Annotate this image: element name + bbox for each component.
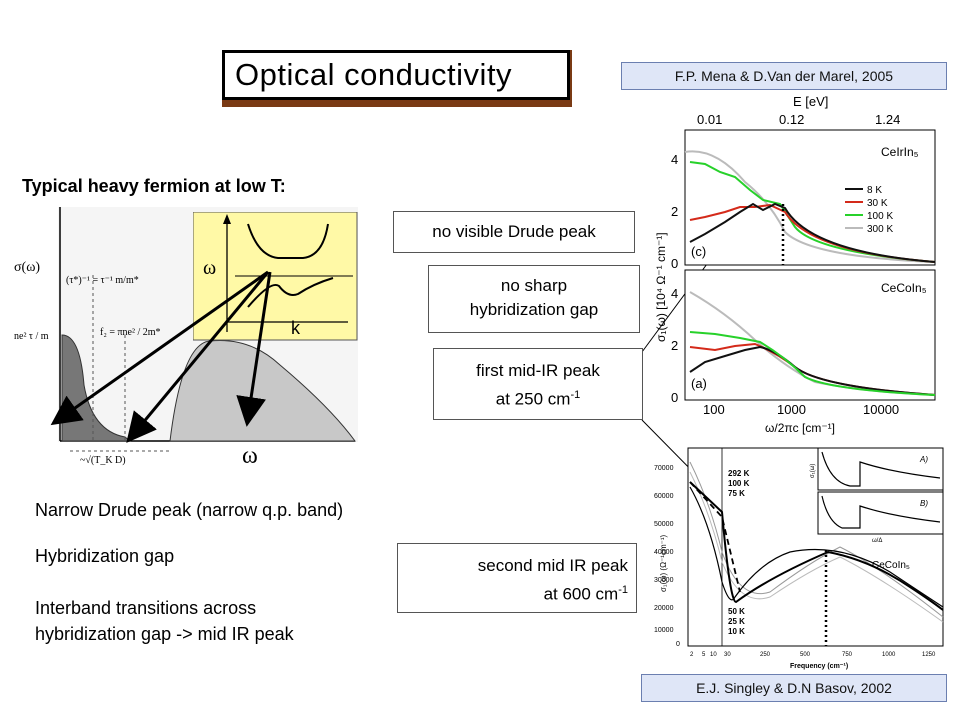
y-tick-l0: 4: [671, 286, 678, 301]
x-tick-1000: 1000: [777, 402, 806, 417]
callout-first-sup: -1: [570, 389, 581, 401]
bx-30: 30: [724, 652, 731, 658]
legend-300k: 300 K: [867, 224, 893, 235]
callout-no-gap: no sharp hybridization gap: [428, 265, 640, 333]
callout-no-gap-line2: hybridization gap: [469, 300, 599, 319]
temp-25k: 25 K: [728, 617, 745, 626]
bottom-x-label: Frequency (cm⁻¹): [790, 663, 848, 670]
y-tick-60000: 60000: [654, 493, 674, 500]
y-tick-u1: 2: [671, 204, 678, 219]
omega-axis-label: ω: [242, 443, 258, 469]
top-tick-2: 1.24: [875, 112, 900, 127]
y-tick-40000: 40000: [654, 549, 674, 556]
callout-no-gap-line1: no sharp: [500, 276, 568, 295]
tkd-label: ~√(T_K D): [80, 455, 126, 466]
reference-bottom: E.J. Singley & D.N Basov, 2002: [641, 674, 947, 702]
legend-8k: 8 K: [867, 185, 882, 196]
bx-10: 10: [710, 652, 717, 658]
x-tick-100: 100: [703, 402, 725, 417]
y-tick-u0: 4: [671, 152, 678, 167]
legend: 8 K 30 K 100 K 300 K: [845, 185, 893, 235]
text-interband-2: hybridization gap -> mid IR peak: [35, 624, 294, 644]
callout-first-line1: first mid-IR peak: [476, 361, 600, 380]
panel-tag-a: (a): [691, 376, 707, 391]
page-title: Optical conductivity: [222, 50, 570, 100]
bx-1250: 1250: [922, 652, 936, 658]
bx-750: 750: [842, 652, 853, 658]
callout-second-sup: -1: [618, 584, 628, 596]
band-inset: ω k: [193, 212, 358, 341]
callout-first-line2: at 250 cm: [495, 389, 571, 409]
callout-no-drude: no visible Drude peak: [393, 211, 635, 253]
inset-b: B): [920, 499, 928, 508]
text-narrow-drude: Narrow Drude peak (narrow q.p. band): [35, 500, 344, 520]
arrow-to-drude: [50, 270, 269, 426]
temp-75k: 75 K: [728, 489, 745, 498]
x-axis-label-top: ω/2πc [cm⁻¹]: [765, 421, 835, 435]
bx-250: 250: [760, 652, 771, 658]
material-label: CeCoIn₅: [872, 560, 910, 571]
text-hybrid-gap: Hybridization gap: [35, 546, 175, 566]
legend-100k: 100 K: [867, 211, 893, 222]
y-tick-30000: 30000: [654, 577, 674, 584]
callout-second-peak: second mid IR peak at 600 cm-1: [397, 543, 637, 613]
y-tick-20000: 20000: [654, 605, 674, 612]
f2-label: f₂ = πne² / 2m*: [100, 327, 161, 338]
text-interband-1: Interband transitions across: [35, 598, 257, 618]
panel-ceirin5: CeIrIn₅: [881, 145, 919, 159]
panel-cecoin5: CeCoIn₅: [881, 281, 927, 295]
top-tick-0: 0.01: [697, 112, 722, 127]
subtitle: Typical heavy fermion at low T:: [22, 176, 286, 196]
top-axis-title: E [eV]: [793, 94, 828, 109]
optical-conductivity-plot-top: E [eV] 0.01 0.12 1.24 4 2 0 4 2 0 CeIrIn…: [654, 94, 936, 435]
temp-50k: 50 K: [728, 607, 745, 616]
reference-top: F.P. Mena & D.Van der Marel, 2005: [621, 62, 947, 90]
callout-second-line2: at 600 cm: [543, 584, 619, 604]
optical-conductivity-plot-bottom: 70000 60000 50000 40000 30000 20000 1000…: [654, 447, 944, 670]
inset-a: A): [919, 455, 928, 464]
x-tick-10000: 10000: [863, 402, 899, 417]
callout-first-peak: first mid-IR peak at 250 cm-1: [433, 348, 643, 420]
inset-omega-label: ω: [203, 257, 216, 279]
bx-500: 500: [800, 652, 811, 658]
legend-30k: 30 K: [867, 198, 888, 209]
y-tick-10000: 10000: [654, 627, 674, 634]
temp-292k: 292 K: [728, 469, 750, 478]
y-tick-50000: 50000: [654, 521, 674, 528]
panel-tag-c: (c): [691, 244, 706, 259]
drude-weight-label: ne² τ / m: [14, 331, 49, 342]
y-tick-u2: 0: [671, 256, 678, 271]
y-axis-label-bottom: σ₁(ω) (Ω⁻¹cm⁻¹): [659, 534, 668, 592]
inset-xlabel: ω/Δ: [872, 538, 882, 544]
bx-1000: 1000: [882, 652, 896, 658]
arrow-to-gap: [126, 271, 270, 443]
temp-100k: 100 K: [728, 479, 750, 488]
top-tick-1: 0.12: [779, 112, 804, 127]
temp-10k: 10 K: [728, 627, 745, 636]
y-axis-label-top: σ₁(ω) [10⁴ Ω⁻¹ cm⁻¹]: [654, 232, 668, 342]
bx-2: 2: [690, 652, 694, 658]
y-tick-l2: 0: [671, 390, 678, 405]
callout-second-line1: second mid IR peak: [477, 556, 628, 575]
y-tick-l1: 2: [671, 338, 678, 353]
tau-label: (τ*)⁻¹ = τ⁻¹ m/m*: [66, 275, 139, 286]
y-tick-0: 0: [676, 641, 680, 648]
bx-5: 5: [702, 652, 706, 658]
inset-k-label: k: [291, 318, 301, 338]
sigma-label: σ(ω): [14, 260, 40, 275]
arrow-to-midir: [236, 271, 272, 427]
y-tick-70000: 70000: [654, 465, 674, 472]
inset-ylabel: σ₁(ω): [810, 464, 816, 478]
